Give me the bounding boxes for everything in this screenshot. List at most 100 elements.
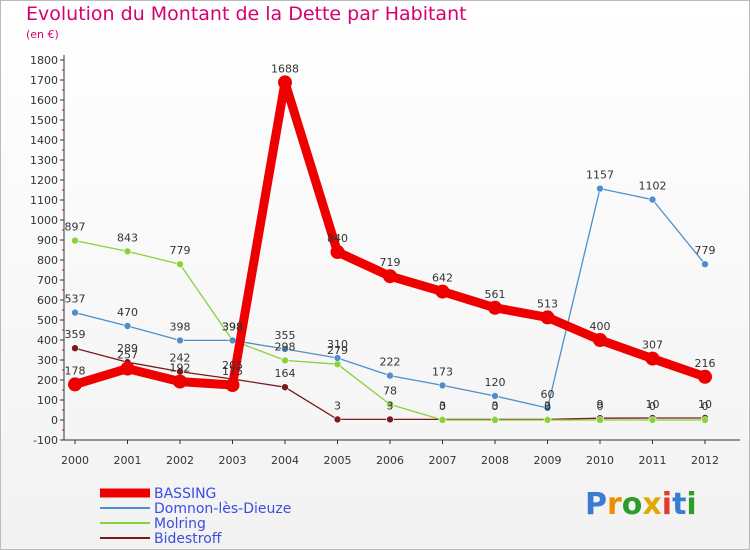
- series-2: [71, 236, 709, 424]
- chart-title: Evolution du Montant de la Dette par Hab…: [26, 3, 467, 25]
- data-label: 398: [222, 320, 243, 333]
- data-point: [176, 260, 184, 269]
- y-tick-label: 200: [37, 374, 58, 387]
- y-tick-label: 900: [37, 234, 58, 247]
- data-label: 279: [327, 344, 348, 357]
- y-tick-label: 1300: [30, 154, 58, 167]
- y-tick-label: 600: [37, 294, 58, 307]
- data-point: [225, 378, 240, 392]
- data-label: 779: [695, 244, 716, 257]
- data-label: 840: [327, 232, 348, 245]
- data-point: [488, 300, 502, 315]
- x-tick-label: 2003: [219, 454, 247, 467]
- data-label: 0: [439, 400, 446, 413]
- y-tick-label: -100: [33, 434, 58, 447]
- y-tick-label: 100: [37, 394, 58, 407]
- data-label: 205: [222, 359, 243, 372]
- data-label: 897: [65, 221, 86, 234]
- logo-letter: o: [621, 487, 643, 522]
- data-label: 289: [117, 342, 138, 355]
- data-point: [281, 356, 289, 365]
- data-label: 216: [695, 357, 716, 370]
- data-label: 310: [327, 338, 348, 351]
- data-label: 0: [702, 400, 709, 413]
- data-label: 398: [222, 320, 243, 333]
- logo-letter: x: [642, 487, 662, 522]
- data-point: [333, 415, 342, 424]
- data-label: 537: [65, 293, 86, 306]
- data-label: 1157: [586, 169, 614, 182]
- data-point: [596, 184, 604, 193]
- legend-label: Bidestroff: [154, 531, 222, 547]
- data-label: 3: [387, 399, 394, 412]
- data-label: 164: [275, 367, 296, 380]
- legend: BASSINGDomnon-lès-DieuzeMolringBidestrof…: [100, 486, 291, 547]
- y-tick-label: 0: [51, 414, 58, 427]
- legend-label: Domnon-lès-Dieuze: [154, 501, 291, 517]
- data-point: [71, 344, 79, 353]
- series-0: [68, 75, 712, 392]
- data-label: 78: [383, 384, 397, 397]
- data-label: 3: [492, 399, 499, 412]
- legend-label: BASSING: [154, 486, 216, 502]
- x-tick-label: 2006: [376, 454, 404, 467]
- logo-letter: P: [585, 487, 607, 522]
- legend-label: Molring: [154, 516, 206, 532]
- data-point: [701, 416, 709, 424]
- data-label: 307: [642, 339, 663, 352]
- data-point: [123, 322, 132, 330]
- data-label: 60: [541, 388, 555, 401]
- data-point: [333, 354, 342, 362]
- data-point: [330, 245, 345, 259]
- data-label: 0: [597, 400, 604, 413]
- y-tick-label: 300: [37, 354, 58, 367]
- y-tick-label: 1700: [30, 74, 58, 87]
- y-tick-label: 1000: [30, 214, 58, 227]
- x-tick-label: 2004: [271, 454, 299, 467]
- y-tick-label: 1200: [30, 174, 58, 187]
- data-label: 1688: [271, 62, 299, 75]
- data-label: 3: [544, 399, 551, 412]
- data-point: [176, 336, 184, 345]
- x-tick-label: 2012: [691, 454, 719, 467]
- data-label: 561: [485, 288, 506, 301]
- y-tick-label: 1800: [30, 54, 58, 67]
- data-point: [543, 404, 552, 412]
- y-tick-label: 400: [37, 334, 58, 347]
- data-point: [123, 247, 132, 256]
- data-point: [71, 308, 79, 317]
- data-label: 719: [380, 256, 401, 269]
- data-label: 400: [590, 320, 611, 333]
- data-label: 3: [439, 399, 446, 412]
- data-point: [281, 383, 289, 392]
- data-label: 470: [117, 306, 138, 319]
- series-lines: [68, 75, 712, 424]
- data-point: [173, 374, 187, 389]
- data-point: [68, 377, 82, 392]
- data-point: [438, 381, 447, 390]
- data-label: 10: [646, 398, 660, 411]
- data-point: [491, 392, 499, 400]
- data-point: [435, 284, 450, 299]
- data-point: [120, 361, 135, 376]
- y-tick-label: 800: [37, 254, 58, 267]
- data-label: 173: [432, 365, 453, 378]
- x-tick-label: 2010: [586, 454, 614, 467]
- data-label: 120: [485, 376, 506, 389]
- data-label: 843: [117, 231, 138, 244]
- data-label: 10: [698, 398, 712, 411]
- data-label: 1102: [639, 180, 667, 193]
- y-tick-label: 700: [37, 274, 58, 287]
- data-point: [540, 310, 555, 325]
- data-point: [281, 345, 289, 353]
- axes: -100010020030040050060070080090010001100…: [30, 54, 740, 467]
- data-label: 0: [544, 400, 551, 413]
- data-label: 513: [537, 297, 558, 310]
- series-line: [70, 77, 710, 390]
- x-tick-label: 2000: [61, 454, 89, 467]
- data-label: 398: [170, 320, 191, 333]
- data-point: [228, 336, 237, 345]
- data-point: [383, 269, 397, 284]
- data-label: 779: [170, 244, 191, 257]
